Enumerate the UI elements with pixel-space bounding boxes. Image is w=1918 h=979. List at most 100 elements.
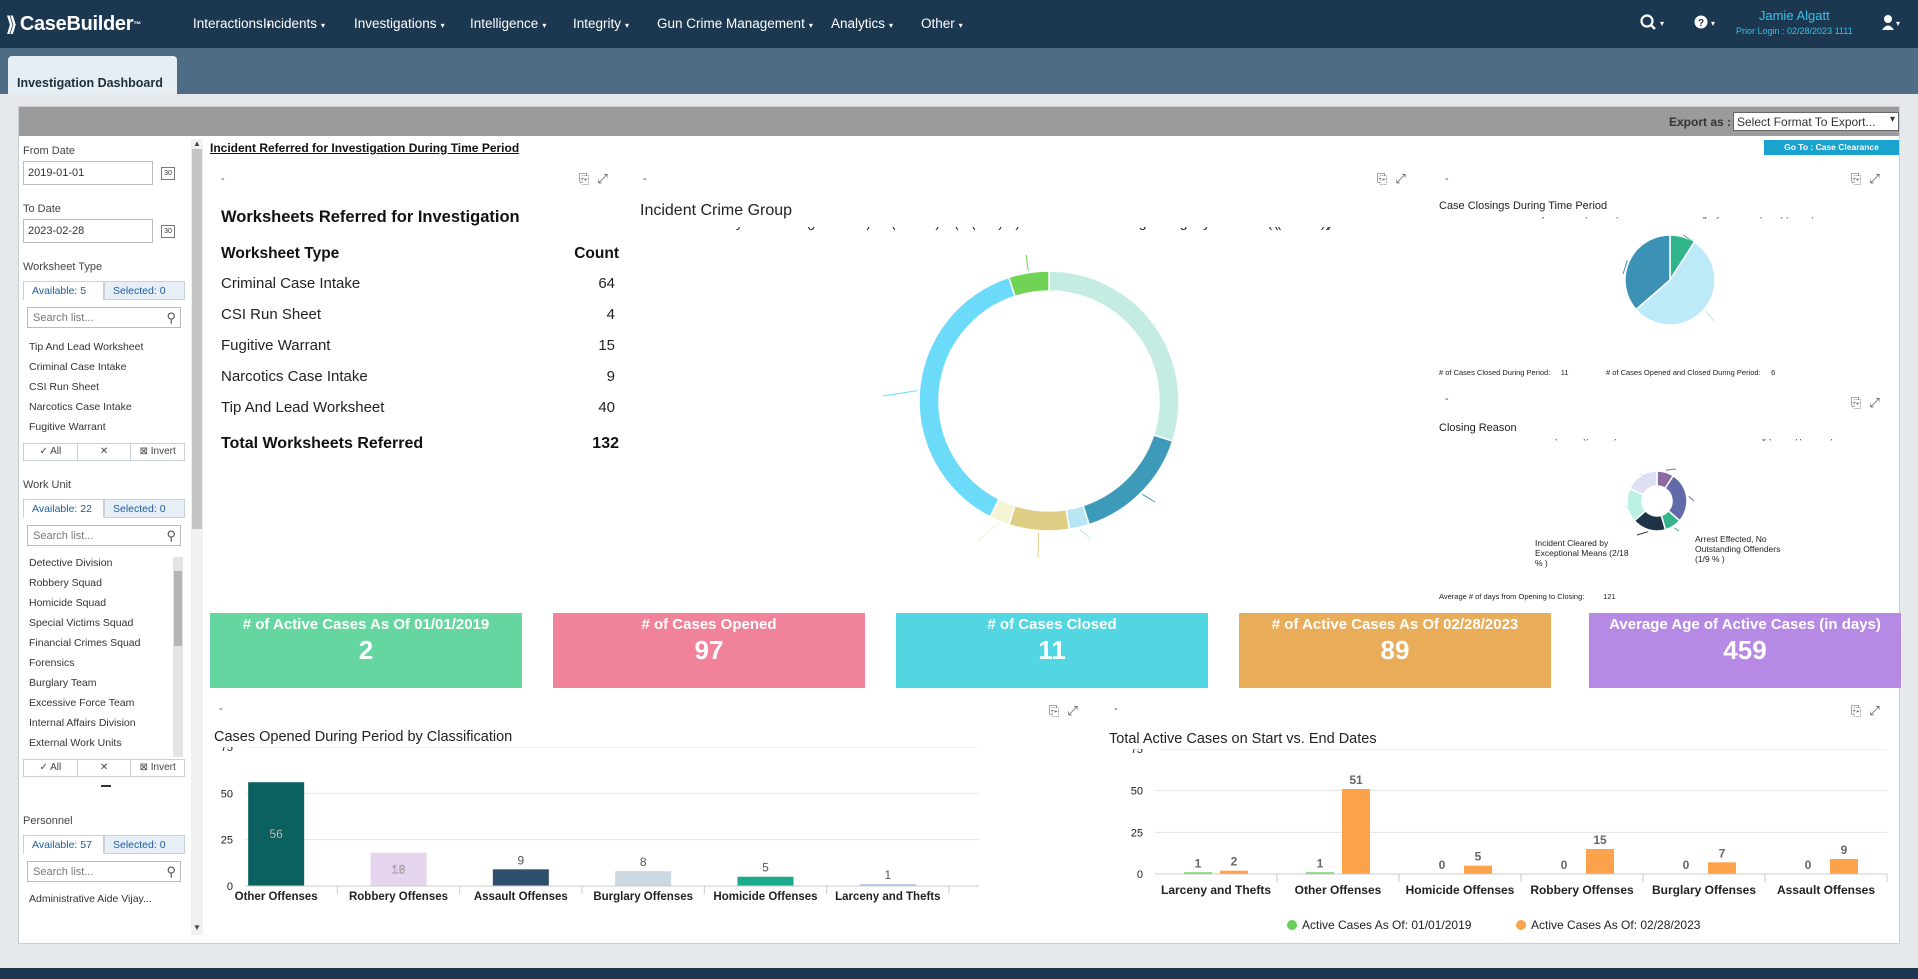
tab-available[interactable]: Available: 57: [23, 835, 104, 854]
section-title[interactable]: Incident Referred for Investigation Duri…: [210, 141, 520, 155]
kpi-active-cases-end[interactable]: # of Active Cases As Of 02/28/2023 89: [1239, 613, 1551, 688]
bar-other-offenses[interactable]: [248, 782, 305, 886]
list-item[interactable]: Homicide Squad: [29, 597, 107, 609]
expand-icon[interactable]: ⤢: [597, 171, 616, 186]
nav-menu-integrity[interactable]: Integrity ▾: [573, 16, 630, 31]
export-widget-icon[interactable]: ⎘: [1049, 703, 1068, 718]
list-item[interactable]: Internal Affairs Division: [29, 717, 136, 729]
leader-line[interactable]: [1674, 527, 1680, 532]
nav-menu-incidents[interactable]: Incidents ▾: [263, 16, 326, 31]
expand-icon[interactable]: ⤢: [1869, 171, 1888, 186]
work-unit-scrollbar[interactable]: [173, 557, 183, 757]
bar-robbery-offenses[interactable]: [1586, 849, 1614, 874]
leader-line[interactable]: [1622, 260, 1628, 275]
select-all-button[interactable]: ✓ All: [24, 444, 78, 460]
clear-selection-button[interactable]: ✕: [78, 760, 132, 776]
user-icon[interactable]: ▾: [1882, 14, 1906, 37]
slice-robbery-offenses[interactable]: [1624, 234, 1671, 311]
export-widget-icon[interactable]: ⎘: [1377, 171, 1396, 186]
table-row[interactable]: Criminal Case Intake 64: [221, 275, 615, 292]
bar-homicide-offenses[interactable]: [1464, 865, 1492, 874]
calendar-icon[interactable]: 30: [161, 167, 175, 180]
bar-homicide-offenses[interactable]: [737, 876, 794, 886]
list-item[interactable]: Financial Crimes Squad: [29, 637, 141, 649]
list-item[interactable]: Narcotics Case Intake: [29, 401, 132, 413]
clear-selection-button[interactable]: ✕: [78, 444, 132, 460]
bar-burglary-offenses[interactable]: [1708, 862, 1736, 874]
from-date-input[interactable]: 2019-01-01: [23, 161, 153, 185]
table-row[interactable]: Fugitive Warrant 15: [221, 337, 615, 354]
casebuilder-logo[interactable]: ⟫ CaseBuilder ™: [6, 12, 141, 37]
tab-investigation-dashboard[interactable]: Investigation Dashboard: [8, 56, 177, 94]
slice-other-offenses[interactable]: [1634, 241, 1716, 326]
user-info[interactable]: Jamie Algatt Prior Login : 02/28/2023 11…: [1736, 8, 1853, 36]
kpi-average-age[interactable]: Average Age of Active Cases (in days) 459: [1589, 613, 1901, 688]
slice-homicide-offenses[interactable]: [1007, 504, 1071, 532]
bar-larceny-and-thefts[interactable]: [1184, 872, 1212, 874]
leader-line[interactable]: [1682, 234, 1694, 243]
list-item[interactable]: Forensics: [29, 657, 75, 669]
kpi-active-cases-start[interactable]: # of Active Cases As Of 01/01/2019 2: [210, 613, 522, 688]
leader-line[interactable]: [1665, 468, 1677, 471]
leader-line[interactable]: [1025, 254, 1029, 271]
leader-line[interactable]: [1154, 323, 1157, 326]
table-row[interactable]: Narcotics Case Intake 9: [221, 368, 615, 385]
invert-selection-button[interactable]: ⊠ Invert: [139, 762, 176, 773]
list-item[interactable]: CSI Run Sheet: [29, 381, 100, 393]
slice-robbery-offenses[interactable]: [918, 276, 1016, 518]
export-widget-icon[interactable]: ⎘: [1851, 395, 1870, 410]
nav-menu-intelligence[interactable]: Intelligence ▾: [470, 16, 547, 31]
leader-line[interactable]: [1705, 310, 1715, 322]
list-item[interactable]: Detective Division: [29, 557, 113, 569]
expand-icon[interactable]: ⤢: [1869, 395, 1888, 410]
nav-menu-gun-crime-management[interactable]: Gun Crime Management ▾: [657, 16, 813, 31]
bar-larceny-and-thefts[interactable]: [1220, 870, 1248, 874]
leader-line[interactable]: [1636, 531, 1649, 536]
list-item[interactable]: Robbery Squad: [29, 577, 102, 589]
list-item[interactable]: External Work Units: [29, 737, 122, 749]
slice-sex-offenses[interactable]: [1007, 270, 1050, 298]
search-icon[interactable]: ▾: [1640, 14, 1668, 37]
export-format-select[interactable]: Select Format To Export... ▾: [1733, 112, 1899, 131]
leader-line[interactable]: [1639, 473, 1644, 476]
table-row[interactable]: CSI Run Sheet 4: [221, 306, 615, 323]
export-widget-icon[interactable]: ⎘: [1851, 171, 1870, 186]
leader-line[interactable]: [1688, 496, 1695, 502]
bar-assault-offenses[interactable]: [1830, 859, 1858, 874]
bar-assault-offenses[interactable]: [492, 869, 549, 886]
slice-burglary-offenses[interactable]: [1082, 434, 1174, 526]
slice-assault-offenses[interactable]: [1048, 270, 1180, 443]
tab-available[interactable]: Available: 22: [23, 499, 104, 518]
user-name[interactable]: Jamie Algatt: [1758, 8, 1830, 23]
tab-selected[interactable]: Selected: 0: [104, 499, 185, 518]
tab-available[interactable]: Available: 5: [23, 281, 104, 300]
scrollbar-thumb[interactable]: [192, 149, 202, 529]
tab-selected[interactable]: Selected: 0: [104, 835, 185, 854]
nav-menu-investigations[interactable]: Investigations ▾: [354, 16, 445, 31]
goto-case-clearance-button[interactable]: Go To : Case Clearance: [1764, 140, 1899, 155]
expand-icon[interactable]: ⤢: [1869, 703, 1888, 718]
list-item[interactable]: Special Victims Squad: [29, 617, 134, 629]
personnel-search[interactable]: Search list... ⚲: [27, 861, 181, 882]
leader-line[interactable]: [1142, 493, 1156, 503]
leader-line[interactable]: [1037, 532, 1040, 558]
scroll-up-icon[interactable]: ▲: [193, 139, 201, 148]
bar-robbery-offenses[interactable]: [370, 852, 427, 886]
list-item[interactable]: Administrative Aide Vijay...: [29, 893, 152, 905]
bar-other-offenses[interactable]: [1306, 872, 1334, 874]
leader-line[interactable]: [882, 390, 918, 397]
export-widget-icon[interactable]: ⎘: [1851, 703, 1870, 718]
table-row[interactable]: Tip And Lead Worksheet 40: [221, 399, 615, 416]
invert-selection-button[interactable]: ⊠ Invert: [139, 446, 176, 457]
bar-other-offenses[interactable]: [1342, 789, 1370, 874]
leader-line[interactable]: [1079, 528, 1092, 540]
worksheet-type-search[interactable]: Search list... ⚲: [27, 307, 181, 328]
bar-larceny-and-thefts[interactable]: [859, 884, 916, 886]
to-date-input[interactable]: 2023-02-28: [23, 219, 153, 243]
kpi-cases-opened[interactable]: # of Cases Opened 97: [553, 613, 865, 688]
bar-burglary-offenses[interactable]: [615, 871, 672, 886]
scroll-down-icon[interactable]: ▼: [193, 923, 201, 932]
nav-menu-interactions[interactable]: Interactions ▾: [193, 16, 271, 31]
list-item[interactable]: Fugitive Warrant: [29, 421, 106, 433]
tab-selected[interactable]: Selected: 0: [104, 281, 185, 300]
